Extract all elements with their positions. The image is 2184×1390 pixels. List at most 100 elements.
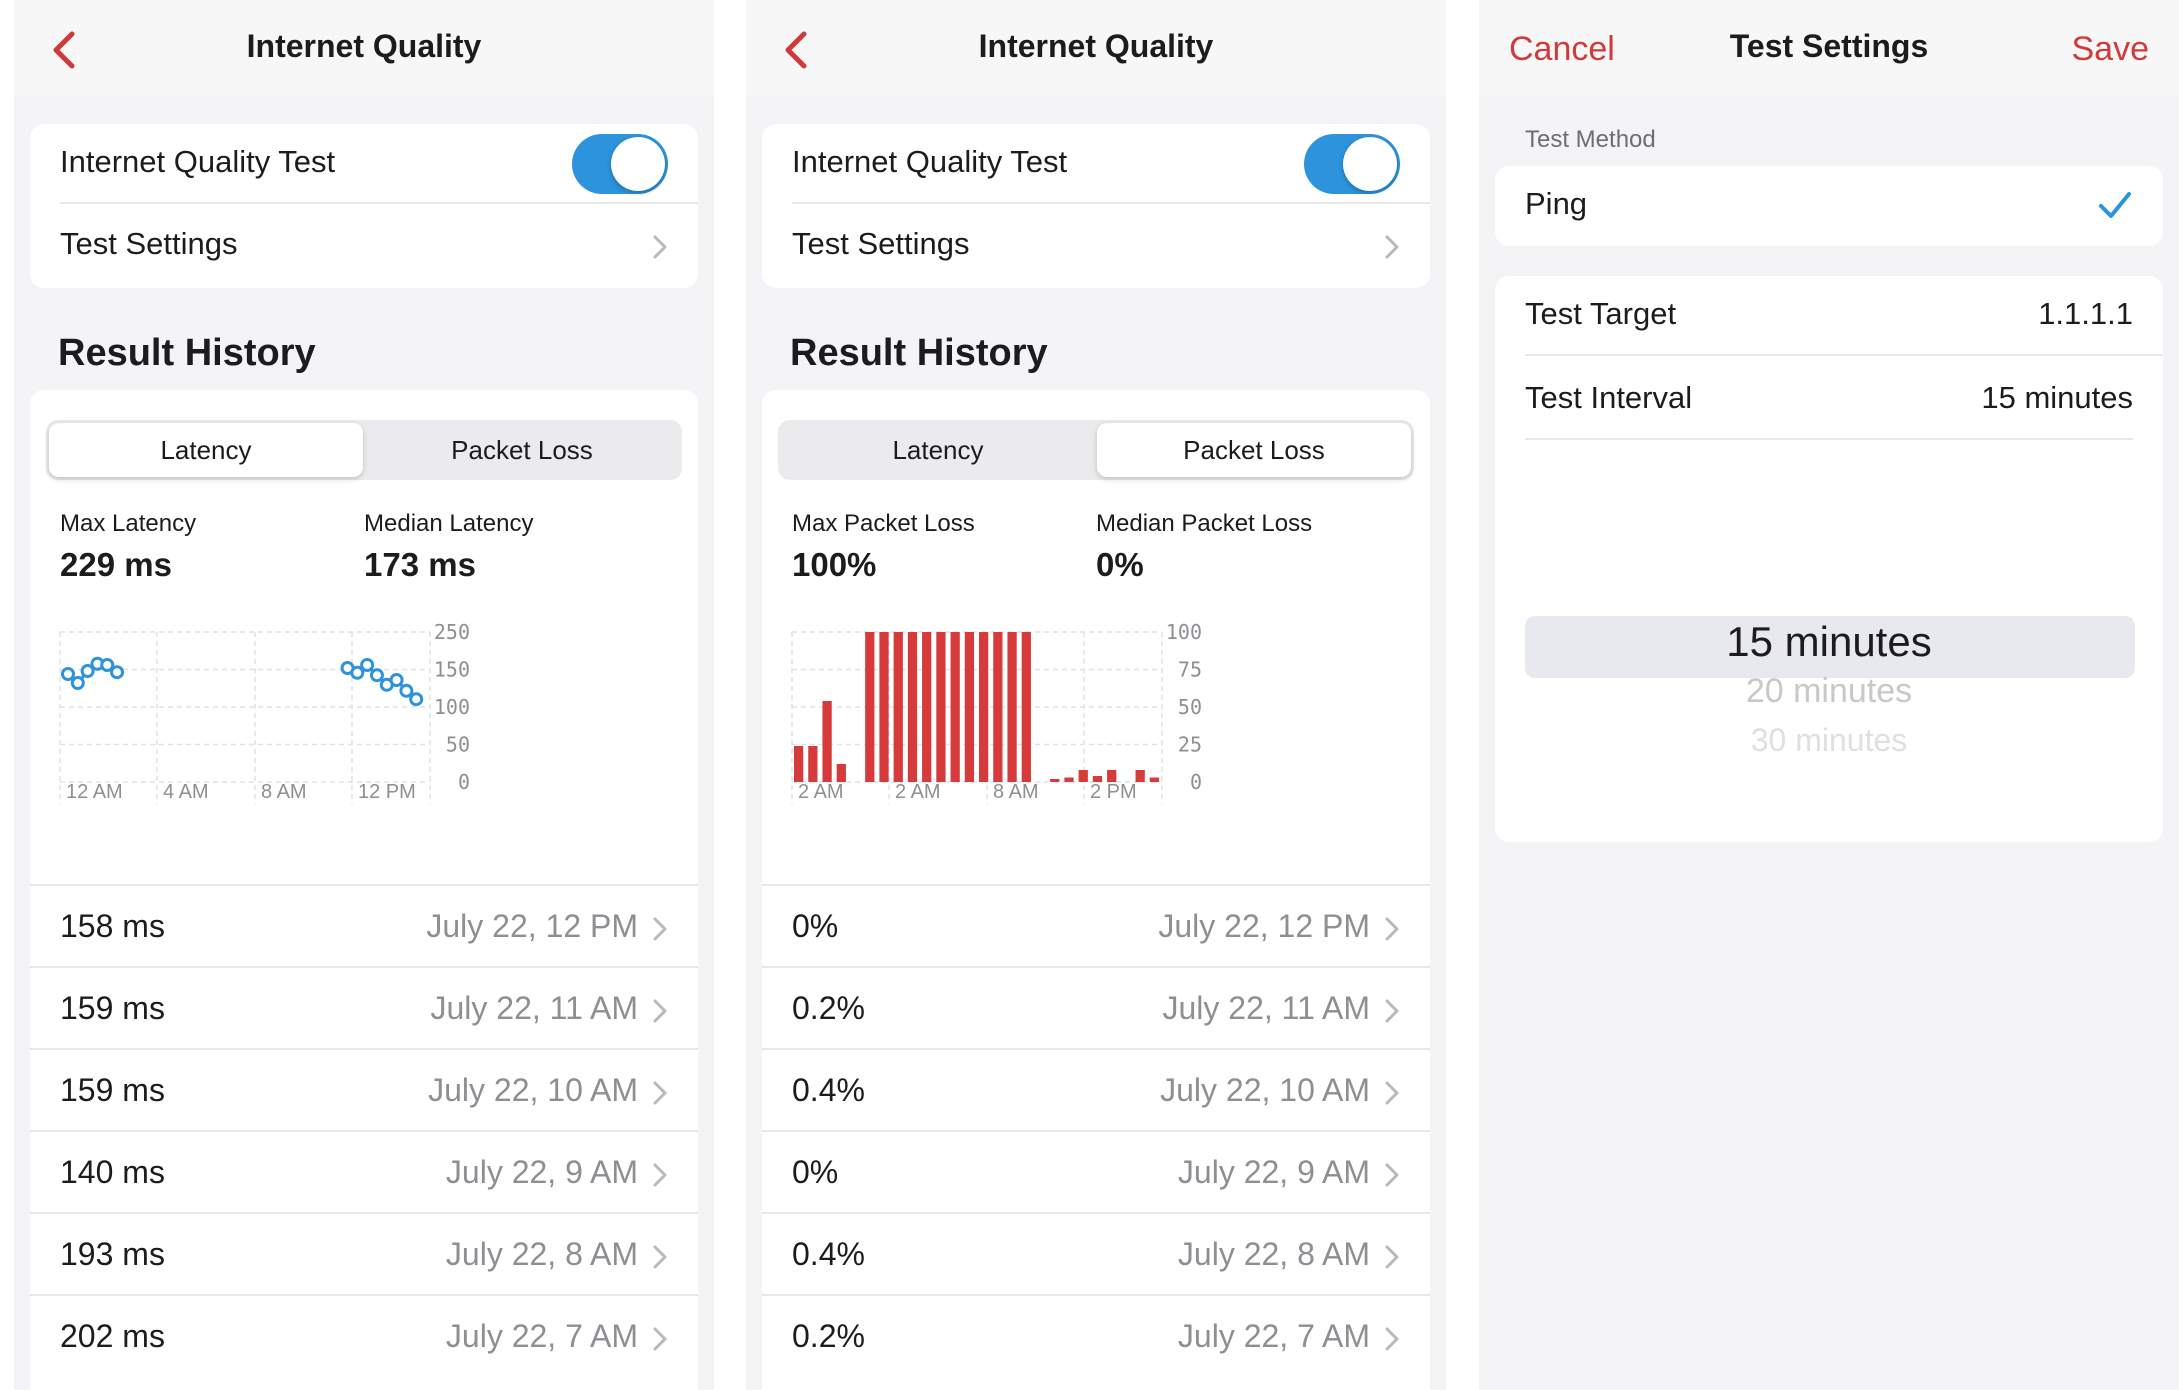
x-tick-label: 8 AM [993, 781, 1039, 803]
quality-test-label: Internet Quality Test [60, 144, 336, 179]
latency-data-point [369, 668, 384, 683]
result-timestamp: July 22, 12 PM [426, 908, 638, 944]
latency-data-point [80, 664, 95, 678]
cancel-button[interactable]: Cancel [1509, 30, 1615, 68]
nav-bar: Internet Quality [746, 0, 1446, 96]
packet-loss-bar [836, 764, 846, 782]
result-value: 0.2% [792, 1318, 865, 1354]
result-row[interactable]: 0% July 22, 9 AM [762, 1130, 1430, 1212]
result-timestamp: July 22, 10 AM [428, 1072, 638, 1108]
quality-test-toggle[interactable] [572, 134, 668, 194]
result-row[interactable]: 0.4% July 22, 8 AM [762, 1212, 1430, 1294]
result-value: 140 ms [60, 1154, 165, 1190]
result-row[interactable]: 193 ms July 22, 8 AM [30, 1212, 698, 1294]
latency-tab[interactable]: Latency [892, 435, 984, 465]
packet-loss-screen: Internet Quality Internet Quality Test T… [746, 0, 1446, 1390]
result-row[interactable]: 0.2% July 22, 11 AM [762, 966, 1430, 1048]
result-row[interactable]: 140 ms July 22, 9 AM [30, 1130, 698, 1212]
x-tick-label: 8 AM [261, 781, 307, 803]
test-interval-value: 15 minutes [1981, 380, 2133, 415]
result-row[interactable]: 158 ms July 22, 12 PM [30, 884, 698, 966]
page-title: Internet Quality [978, 28, 1214, 64]
latency-screen: Internet Quality Internet Quality Test T… [14, 0, 714, 1390]
result-row[interactable]: 159 ms July 22, 10 AM [30, 1048, 698, 1130]
latency-chart: 250 150 100 50 0 12 AM 4 AM 8 AM 12 PM [59, 620, 470, 804]
x-tick-label: 12 AM [66, 781, 123, 803]
history-card: Latency Packet Loss Max Packet Loss 100%… [762, 390, 1430, 1390]
test-settings-label: Test Settings [60, 226, 238, 261]
y-tick-label: 0 [1190, 770, 1202, 794]
test-target-label: Test Target [1525, 296, 1677, 331]
result-row[interactable]: 0% July 22, 12 PM [762, 884, 1430, 966]
method-ping-label: Ping [1525, 186, 1588, 221]
result-row[interactable]: 159 ms July 22, 11 AM [30, 966, 698, 1048]
result-history-title: Result History [790, 332, 1048, 374]
test-target-row[interactable]: Test Target 1.1.1.1 [1525, 276, 2163, 356]
max-latency-label: Max Latency [60, 510, 197, 537]
interval-picker-selection[interactable] [1525, 616, 2135, 678]
packet-loss-bar [1007, 632, 1017, 782]
result-timestamp: July 22, 7 AM [445, 1318, 638, 1354]
latency-data-point [61, 667, 75, 681]
chevron-right-icon [653, 1327, 667, 1351]
metric-segmented-control: Latency Packet Loss [778, 420, 1414, 480]
method-ping-row[interactable]: Ping [1525, 166, 2163, 246]
save-button[interactable]: Save [2071, 30, 2150, 68]
result-value: 159 ms [60, 1072, 165, 1108]
chevron-right-icon [653, 1081, 667, 1105]
packet-loss-bar [950, 632, 960, 782]
latency-data-point [70, 676, 85, 690]
chevron-right-icon [1385, 1327, 1399, 1351]
back-chevron-icon[interactable] [776, 28, 816, 72]
packet-loss-bar [879, 632, 889, 782]
metric-segmented-control: Latency Packet Loss [46, 420, 682, 480]
x-tick-label: 12 PM [358, 781, 416, 803]
median-latency-value: 173 ms [364, 546, 476, 583]
packet-loss-bar [922, 632, 932, 782]
max-packet-loss-value: 100% [792, 546, 877, 583]
back-chevron-icon[interactable] [44, 28, 84, 72]
picker-option[interactable]: 30 minutes [1750, 722, 1908, 758]
test-settings-row[interactable]: Test Settings [792, 206, 1430, 286]
x-tick-label: 2 PM [1090, 781, 1137, 803]
result-value: 0% [792, 908, 839, 944]
chevron-right-icon [653, 1245, 667, 1269]
packet-loss-bar [1064, 777, 1074, 782]
result-row[interactable]: 202 ms July 22, 7 AM [30, 1294, 698, 1376]
packet-loss-bar [1078, 770, 1088, 782]
result-timestamp: July 22, 11 AM [430, 990, 638, 1026]
packet-loss-tab[interactable]: Packet Loss [1097, 423, 1411, 477]
latency-tab[interactable]: Latency [49, 423, 363, 477]
quality-test-toggle[interactable] [1304, 134, 1400, 194]
page-title: Internet Quality [246, 28, 482, 64]
packet-loss-bar [893, 632, 903, 782]
chevron-right-icon [1385, 999, 1399, 1023]
median-packet-loss-label: Median Packet Loss [1096, 510, 1313, 537]
quality-test-label: Internet Quality Test [792, 144, 1068, 179]
test-interval-row[interactable]: Test Interval 15 minutes [1525, 360, 2133, 440]
picker-option[interactable]: 20 minutes [1745, 672, 1913, 710]
y-tick-label: 50 [1178, 695, 1202, 719]
y-tick-label: 100 [434, 695, 470, 719]
chevron-right-icon [1385, 235, 1399, 259]
picker-option-selected[interactable]: 15 minutes [1726, 618, 1932, 665]
test-method-header: Test Method [1525, 126, 1656, 153]
chevron-right-icon [1385, 1245, 1399, 1269]
packet-loss-bar [1050, 779, 1060, 782]
latency-data-point [350, 665, 365, 680]
result-value: 0.4% [792, 1236, 865, 1272]
result-timestamp: July 22, 8 AM [445, 1236, 638, 1272]
nav-bar: Cancel Test Settings Save [1479, 0, 2179, 96]
test-settings-row[interactable]: Test Settings [60, 206, 698, 286]
result-value: 193 ms [60, 1236, 165, 1272]
latency-data-point [360, 658, 375, 672]
latency-data-point [399, 683, 414, 698]
result-timestamp: July 22, 11 AM [1162, 990, 1370, 1026]
packet-loss-tab[interactable]: Packet Loss [451, 435, 593, 465]
result-row[interactable]: 0.4% July 22, 10 AM [762, 1048, 1430, 1130]
result-row[interactable]: 0.2% July 22, 7 AM [762, 1294, 1430, 1376]
max-packet-loss-label: Max Packet Loss [792, 510, 975, 537]
test-interval-label: Test Interval [1525, 380, 1693, 415]
history-card: Latency Packet Loss Max Latency 229 ms M… [30, 390, 698, 1390]
packet-loss-bar [1149, 777, 1160, 782]
